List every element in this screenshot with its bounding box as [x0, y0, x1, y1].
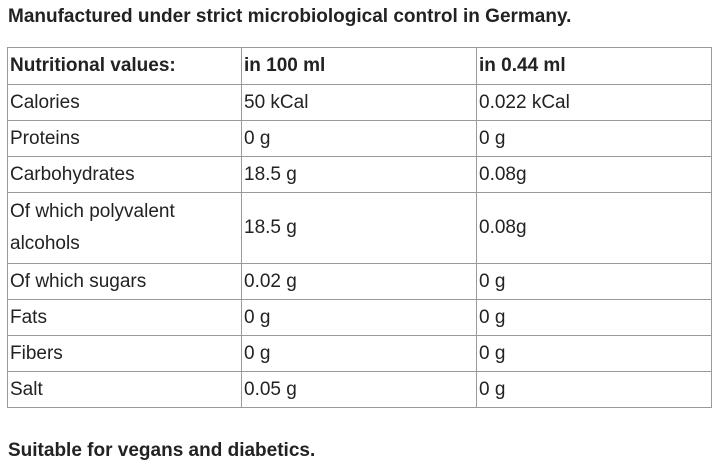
- table-header-row: Nutritional values: in 100 ml in 0.44 ml: [7, 47, 712, 85]
- nutrient-name: Calories: [7, 84, 242, 121]
- nutrition-table: Nutritional values: in 100 ml in 0.44 ml…: [7, 47, 712, 408]
- table-row: Proteins 0 g 0 g: [7, 120, 712, 157]
- nutrient-name: Proteins: [7, 120, 242, 157]
- column-header-per-dose: in 0.44 ml: [476, 47, 712, 85]
- nutrient-name: Of which polyvalent alcohols: [7, 192, 242, 264]
- value-per-dose: 0 g: [476, 371, 712, 408]
- value-per-dose: 0 g: [476, 120, 712, 157]
- value-per-100ml: 18.5 g: [241, 156, 477, 193]
- value-per-100ml: 18.5 g: [241, 192, 477, 264]
- nutrient-name: Of which sugars: [7, 263, 242, 300]
- value-per-dose: 0.08g: [476, 156, 712, 193]
- column-header-nutritional-values: Nutritional values:: [7, 47, 242, 85]
- value-per-dose: 0 g: [476, 335, 712, 372]
- value-per-100ml: 0 g: [241, 335, 477, 372]
- value-per-100ml: 0.05 g: [241, 371, 477, 408]
- page-heading: Manufactured under strict microbiologica…: [8, 6, 572, 27]
- nutrient-name: Carbohydrates: [7, 156, 242, 193]
- vegan-diabetic-note: Suitable for vegans and diabetics.: [8, 440, 316, 461]
- value-per-100ml: 0 g: [241, 299, 477, 336]
- table-row: Calories 50 kCal 0.022 kCal: [7, 84, 712, 121]
- table-row: Salt 0.05 g 0 g: [7, 371, 712, 408]
- column-header-per-100ml: in 100 ml: [241, 47, 477, 85]
- table-row: Of which polyvalent alcohols 18.5 g 0.08…: [7, 192, 712, 264]
- nutrient-name: Fats: [7, 299, 242, 336]
- value-per-100ml: 50 kCal: [241, 84, 477, 121]
- value-per-100ml: 0.02 g: [241, 263, 477, 300]
- value-per-dose: 0.08g: [476, 192, 712, 264]
- table-row: Fibers 0 g 0 g: [7, 335, 712, 372]
- table-row: Fats 0 g 0 g: [7, 299, 712, 336]
- value-per-dose: 0 g: [476, 263, 712, 300]
- table-row: Carbohydrates 18.5 g 0.08g: [7, 156, 712, 193]
- table-row: Of which sugars 0.02 g 0 g: [7, 263, 712, 300]
- nutrient-name: Fibers: [7, 335, 242, 372]
- value-per-dose: 0.022 kCal: [476, 84, 712, 121]
- value-per-100ml: 0 g: [241, 120, 477, 157]
- value-per-dose: 0 g: [476, 299, 712, 336]
- nutrient-name: Salt: [7, 371, 242, 408]
